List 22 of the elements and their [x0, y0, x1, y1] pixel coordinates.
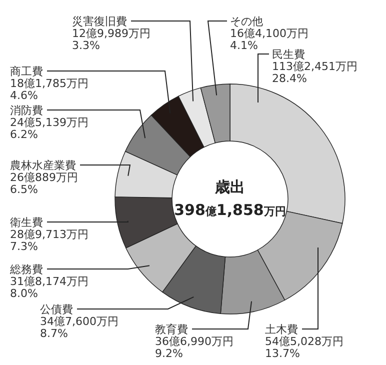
- text: 歳出: [214, 178, 245, 196]
- data-label: 36億6,990万円 9.2%: [155, 335, 234, 360]
- slice-label: その他: [230, 15, 263, 28]
- data-label: 113億2,451万円 28.4%: [272, 60, 358, 85]
- slice-label: 衛生費: [10, 216, 43, 229]
- slice-label: 消防費: [10, 104, 43, 117]
- slice-label: 公債費: [40, 303, 73, 316]
- slice-label: 商工費: [10, 65, 43, 78]
- text: 398億1,858万円: [174, 201, 286, 219]
- data-label: 34億7,600万円 8.7%: [40, 315, 118, 340]
- data-label: 31億8,174万円 8.0%: [10, 275, 88, 300]
- data-label: 18億1,785万円 4.6%: [10, 77, 88, 102]
- slice-label: 土木費: [265, 323, 298, 336]
- data-label: 12億9,989万円 3.3%: [72, 27, 150, 52]
- slice-label: 教育費: [155, 323, 188, 336]
- data-label: 24億5,139万円 6.2%: [10, 116, 88, 141]
- data-label: 28億9,713万円 7.3%: [10, 228, 88, 253]
- data-label: 26億889万円 6.5%: [10, 171, 78, 196]
- slice-label: 総務費: [9, 263, 43, 276]
- slice-label: 災害復旧費: [72, 15, 127, 28]
- data-label: 54億5,028万円 13.7%: [265, 335, 344, 360]
- slice-label: 農林水産業費: [10, 159, 76, 172]
